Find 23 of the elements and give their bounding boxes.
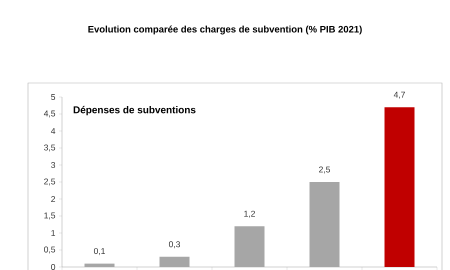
bar (384, 107, 415, 267)
y-tick-label: 1,5 (44, 212, 56, 220)
annotation: Dépenses de subventions (74, 106, 196, 116)
data-label: 1,2 (244, 210, 255, 218)
chart-title: Evolution comparée des charges de subvention (% PIB 2021) (88, 26, 362, 34)
data-label: 4,7 (394, 92, 405, 99)
y-tick-label: 3,5 (44, 144, 56, 152)
y-tick-label: 2,5 (44, 178, 56, 186)
y-tick-label: 2 (51, 196, 56, 202)
y-tick-label: 4,5 (44, 110, 56, 118)
y-tick-label: 3 (51, 162, 56, 168)
y-tick-label: 0 (51, 264, 56, 270)
bar (160, 256, 190, 267)
data-label: 2,5 (319, 166, 330, 174)
bar (310, 182, 340, 267)
y-tick-label: 5 (51, 94, 56, 100)
y-tick-label: 0,5 (44, 246, 56, 254)
bar (84, 264, 115, 267)
data-label: 0,3 (168, 241, 180, 248)
y-tick-label: 1 (51, 230, 56, 236)
data-label: 0,1 (94, 248, 105, 256)
bar (234, 226, 265, 267)
y-tick-label: 4 (50, 128, 56, 134)
